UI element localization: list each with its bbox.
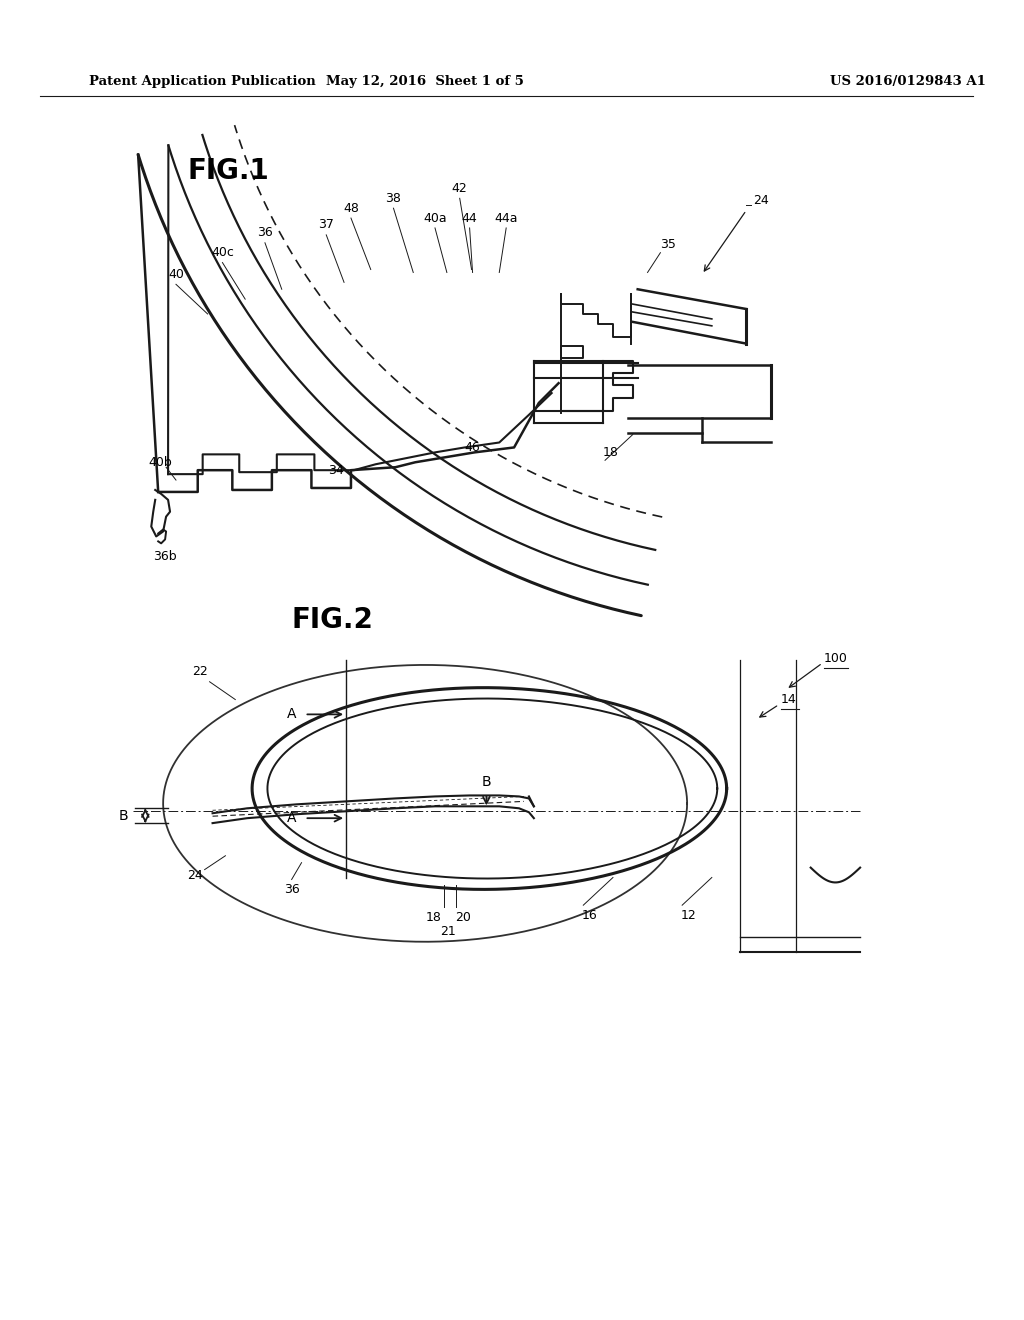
Text: 42: 42: [452, 182, 468, 195]
Text: 24: 24: [754, 194, 769, 207]
Text: May 12, 2016  Sheet 1 of 5: May 12, 2016 Sheet 1 of 5: [327, 75, 524, 88]
Text: 48: 48: [343, 202, 358, 215]
Text: 35: 35: [660, 239, 676, 251]
Text: Patent Application Publication: Patent Application Publication: [89, 75, 315, 88]
Text: 40a: 40a: [423, 211, 446, 224]
Text: 21: 21: [440, 925, 456, 939]
Text: FIG.2: FIG.2: [292, 606, 374, 635]
Text: 20: 20: [455, 911, 471, 924]
Text: 37: 37: [318, 219, 334, 231]
Text: 36: 36: [257, 227, 272, 239]
Text: 34: 34: [329, 463, 344, 477]
Text: B: B: [119, 809, 129, 822]
Text: 12: 12: [680, 908, 696, 921]
Text: 40b: 40b: [148, 455, 172, 469]
Text: 24: 24: [187, 869, 203, 882]
Text: 44a: 44a: [495, 211, 518, 224]
Text: 40c: 40c: [211, 247, 233, 259]
Text: 22: 22: [191, 665, 208, 678]
Text: 36b: 36b: [154, 549, 177, 562]
Text: B: B: [481, 775, 492, 788]
Text: 100: 100: [823, 652, 848, 664]
Text: 40: 40: [168, 268, 184, 281]
Text: FIG.1: FIG.1: [187, 157, 269, 185]
Text: 16: 16: [582, 908, 597, 921]
Text: 46: 46: [465, 441, 480, 454]
Text: 36: 36: [284, 883, 300, 896]
Text: 18: 18: [603, 446, 618, 459]
Text: A: A: [287, 708, 297, 721]
Text: A: A: [287, 812, 297, 825]
Text: US 2016/0129843 A1: US 2016/0129843 A1: [830, 75, 986, 88]
Text: 38: 38: [386, 191, 401, 205]
Text: 44: 44: [462, 211, 477, 224]
Text: 18: 18: [426, 911, 442, 924]
Text: 14: 14: [781, 693, 797, 706]
